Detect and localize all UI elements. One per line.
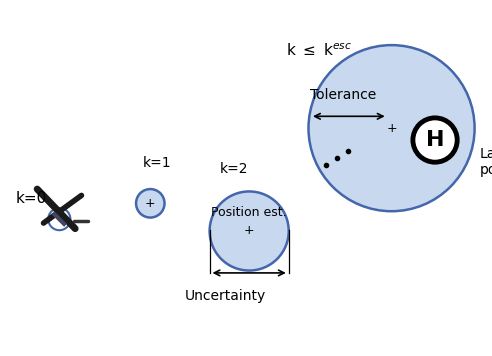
Text: k $\leq$ k$^{esc}$: k $\leq$ k$^{esc}$ (286, 42, 352, 58)
Text: k=1: k=1 (142, 156, 171, 170)
Ellipse shape (210, 192, 289, 271)
Text: k=2: k=2 (220, 162, 248, 176)
Text: Landing
position: Landing position (479, 147, 492, 177)
Text: Position est.: Position est. (212, 206, 287, 219)
Text: +: + (145, 197, 155, 210)
Text: +: + (386, 122, 397, 135)
Text: k=0: k=0 (16, 192, 47, 206)
Text: Tolerance: Tolerance (310, 88, 376, 102)
Text: +: + (244, 225, 254, 237)
Ellipse shape (308, 45, 475, 211)
Text: H: H (426, 130, 444, 150)
Text: Uncertainty: Uncertainty (185, 289, 266, 303)
Ellipse shape (136, 189, 164, 218)
Circle shape (413, 118, 457, 162)
